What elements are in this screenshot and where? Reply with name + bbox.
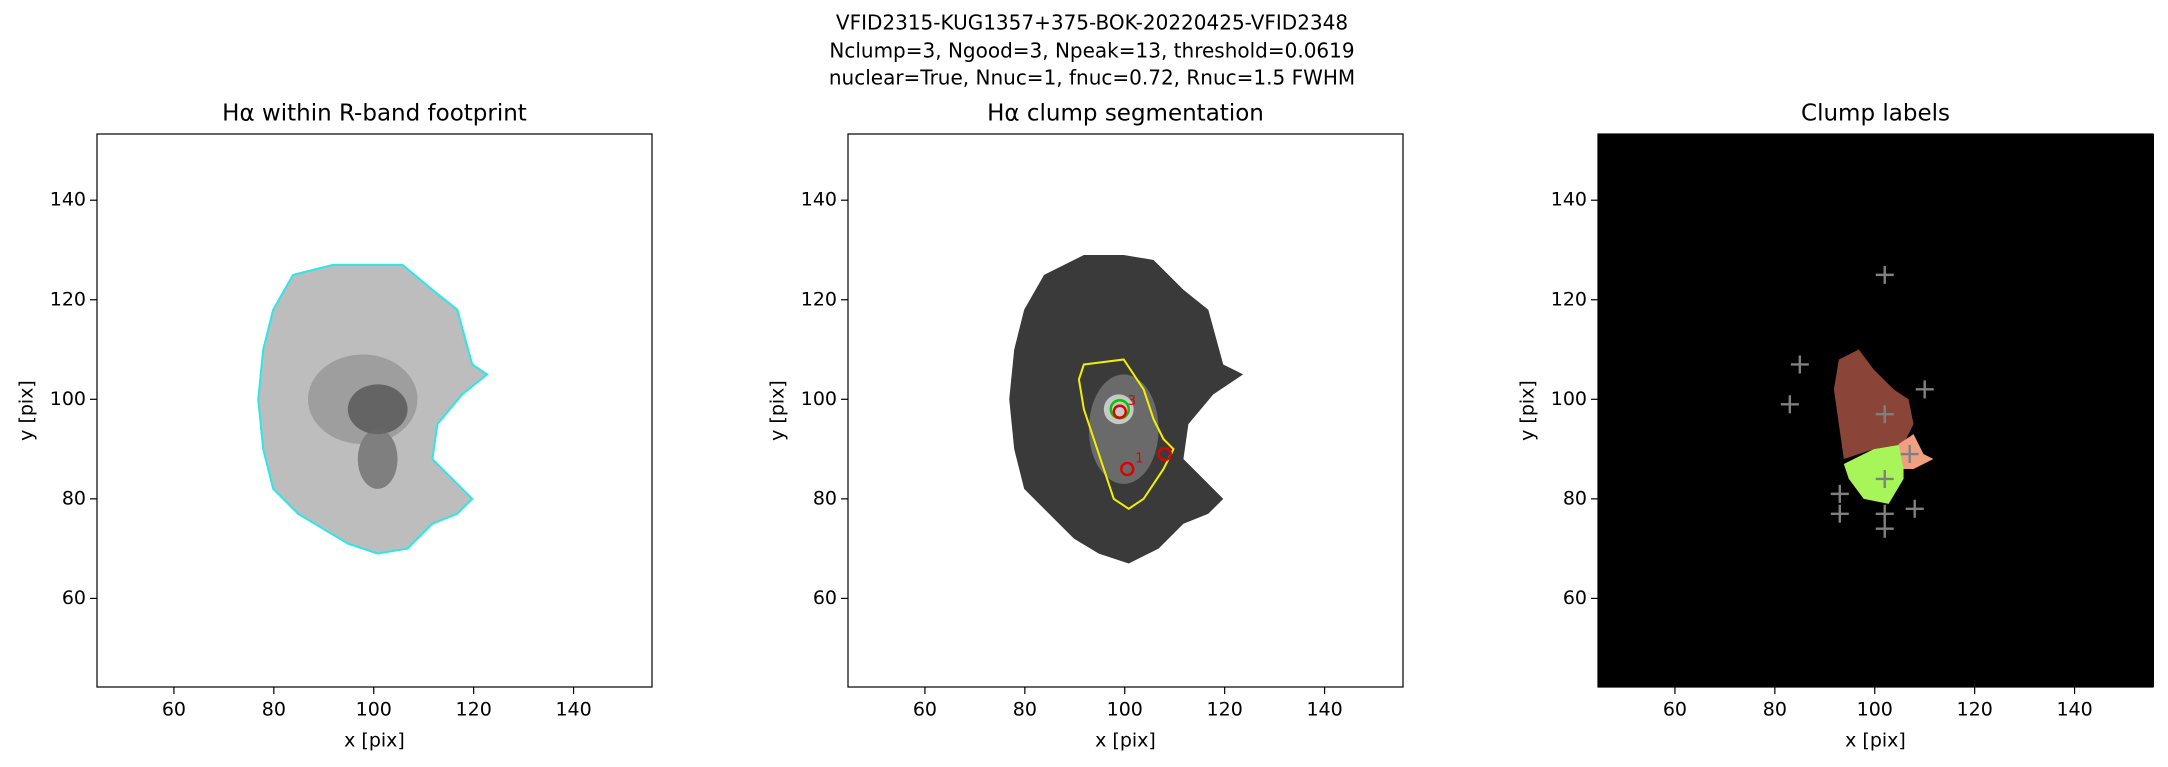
x-tick-label: 60 (1663, 699, 1687, 721)
y-tick-label: 140 (1551, 189, 1587, 211)
image (258, 265, 487, 554)
y-tick-label: 60 (1563, 587, 1587, 609)
peak-marker (1915, 380, 1934, 399)
clump-marker (1112, 404, 1127, 419)
peak-marker (1830, 484, 1849, 503)
x-tick-label: 80 (1013, 699, 1037, 721)
axes-title: Hα clump segmentation (987, 101, 1264, 127)
x-tick-label: 60 (162, 699, 186, 721)
x-tick-label: 80 (262, 699, 286, 721)
y-tick-label: 60 (62, 587, 86, 609)
x-tick-label: 60 (913, 699, 937, 721)
y-tick-label: 60 (813, 587, 837, 609)
peak-marker (1905, 499, 1924, 518)
x-axis-label: x [pix] (344, 730, 405, 752)
axes-frame (96, 133, 653, 688)
axes-title: Clump labels (1801, 101, 1950, 127)
clump-marker (1120, 461, 1135, 477)
axes-title: Hα within R-band footprint (222, 101, 527, 127)
x-axis-label: x [pix] (1095, 730, 1156, 752)
peak-marker (1875, 405, 1894, 424)
segmentation (1833, 349, 1934, 504)
y-tick-label: 140 (50, 189, 86, 211)
y-tick-label: 80 (813, 487, 837, 509)
clump-label: 1 (1135, 451, 1143, 466)
y-axis-label: y [pix] (16, 380, 38, 441)
x-tick-label: 140 (555, 699, 591, 721)
peak-marker (1875, 469, 1894, 488)
y-axis-label: y [pix] (1517, 380, 1539, 441)
figure-title: VFID2315-KUG1357+375-BOK-20220425-VFID23… (836, 11, 1348, 35)
y-tick-label: 80 (62, 487, 86, 509)
x-tick-label: 100 (1107, 699, 1143, 721)
x-tick-label: 120 (1957, 699, 1993, 721)
y-axis-label: y [pix] (767, 380, 789, 441)
y-tick-label: 100 (1551, 388, 1587, 410)
axes-frame (847, 133, 1404, 688)
y-tick-label: 80 (1563, 487, 1587, 509)
peak-marker (1900, 445, 1919, 464)
x-tick-label: 140 (1306, 699, 1342, 721)
y-tick-label: 100 (801, 388, 837, 410)
peak-marker (1875, 519, 1894, 538)
y-tick-label: 120 (1551, 288, 1587, 310)
y-tick-label: 140 (801, 189, 837, 211)
x-tick-label: 80 (1763, 699, 1787, 721)
peak-marker (1790, 355, 1809, 374)
y-tick-label: 120 (50, 288, 86, 310)
figure-title: nuclear=True, Nnuc=1, fnuc=0.72, Rnuc=1.… (829, 66, 1355, 90)
peak-marker (1875, 265, 1894, 284)
y-tick-label: 120 (801, 288, 837, 310)
x-tick-label: 140 (2056, 699, 2092, 721)
y-tick-label: 100 (50, 388, 86, 410)
x-tick-label: 100 (356, 699, 392, 721)
x-tick-label: 120 (456, 699, 492, 721)
x-tick-label: 100 (1857, 699, 1893, 721)
clump-marker (1157, 446, 1172, 462)
peak-marker (1830, 504, 1849, 523)
x-axis-label: x [pix] (1845, 730, 1906, 752)
clump-label: 3 (1128, 394, 1136, 409)
axes-frame (1597, 133, 2154, 688)
figure-title: Nclump=3, Ngood=3, Npeak=13, threshold=0… (829, 39, 1354, 63)
x-tick-label: 120 (1207, 699, 1243, 721)
peak-marker (1780, 395, 1799, 414)
